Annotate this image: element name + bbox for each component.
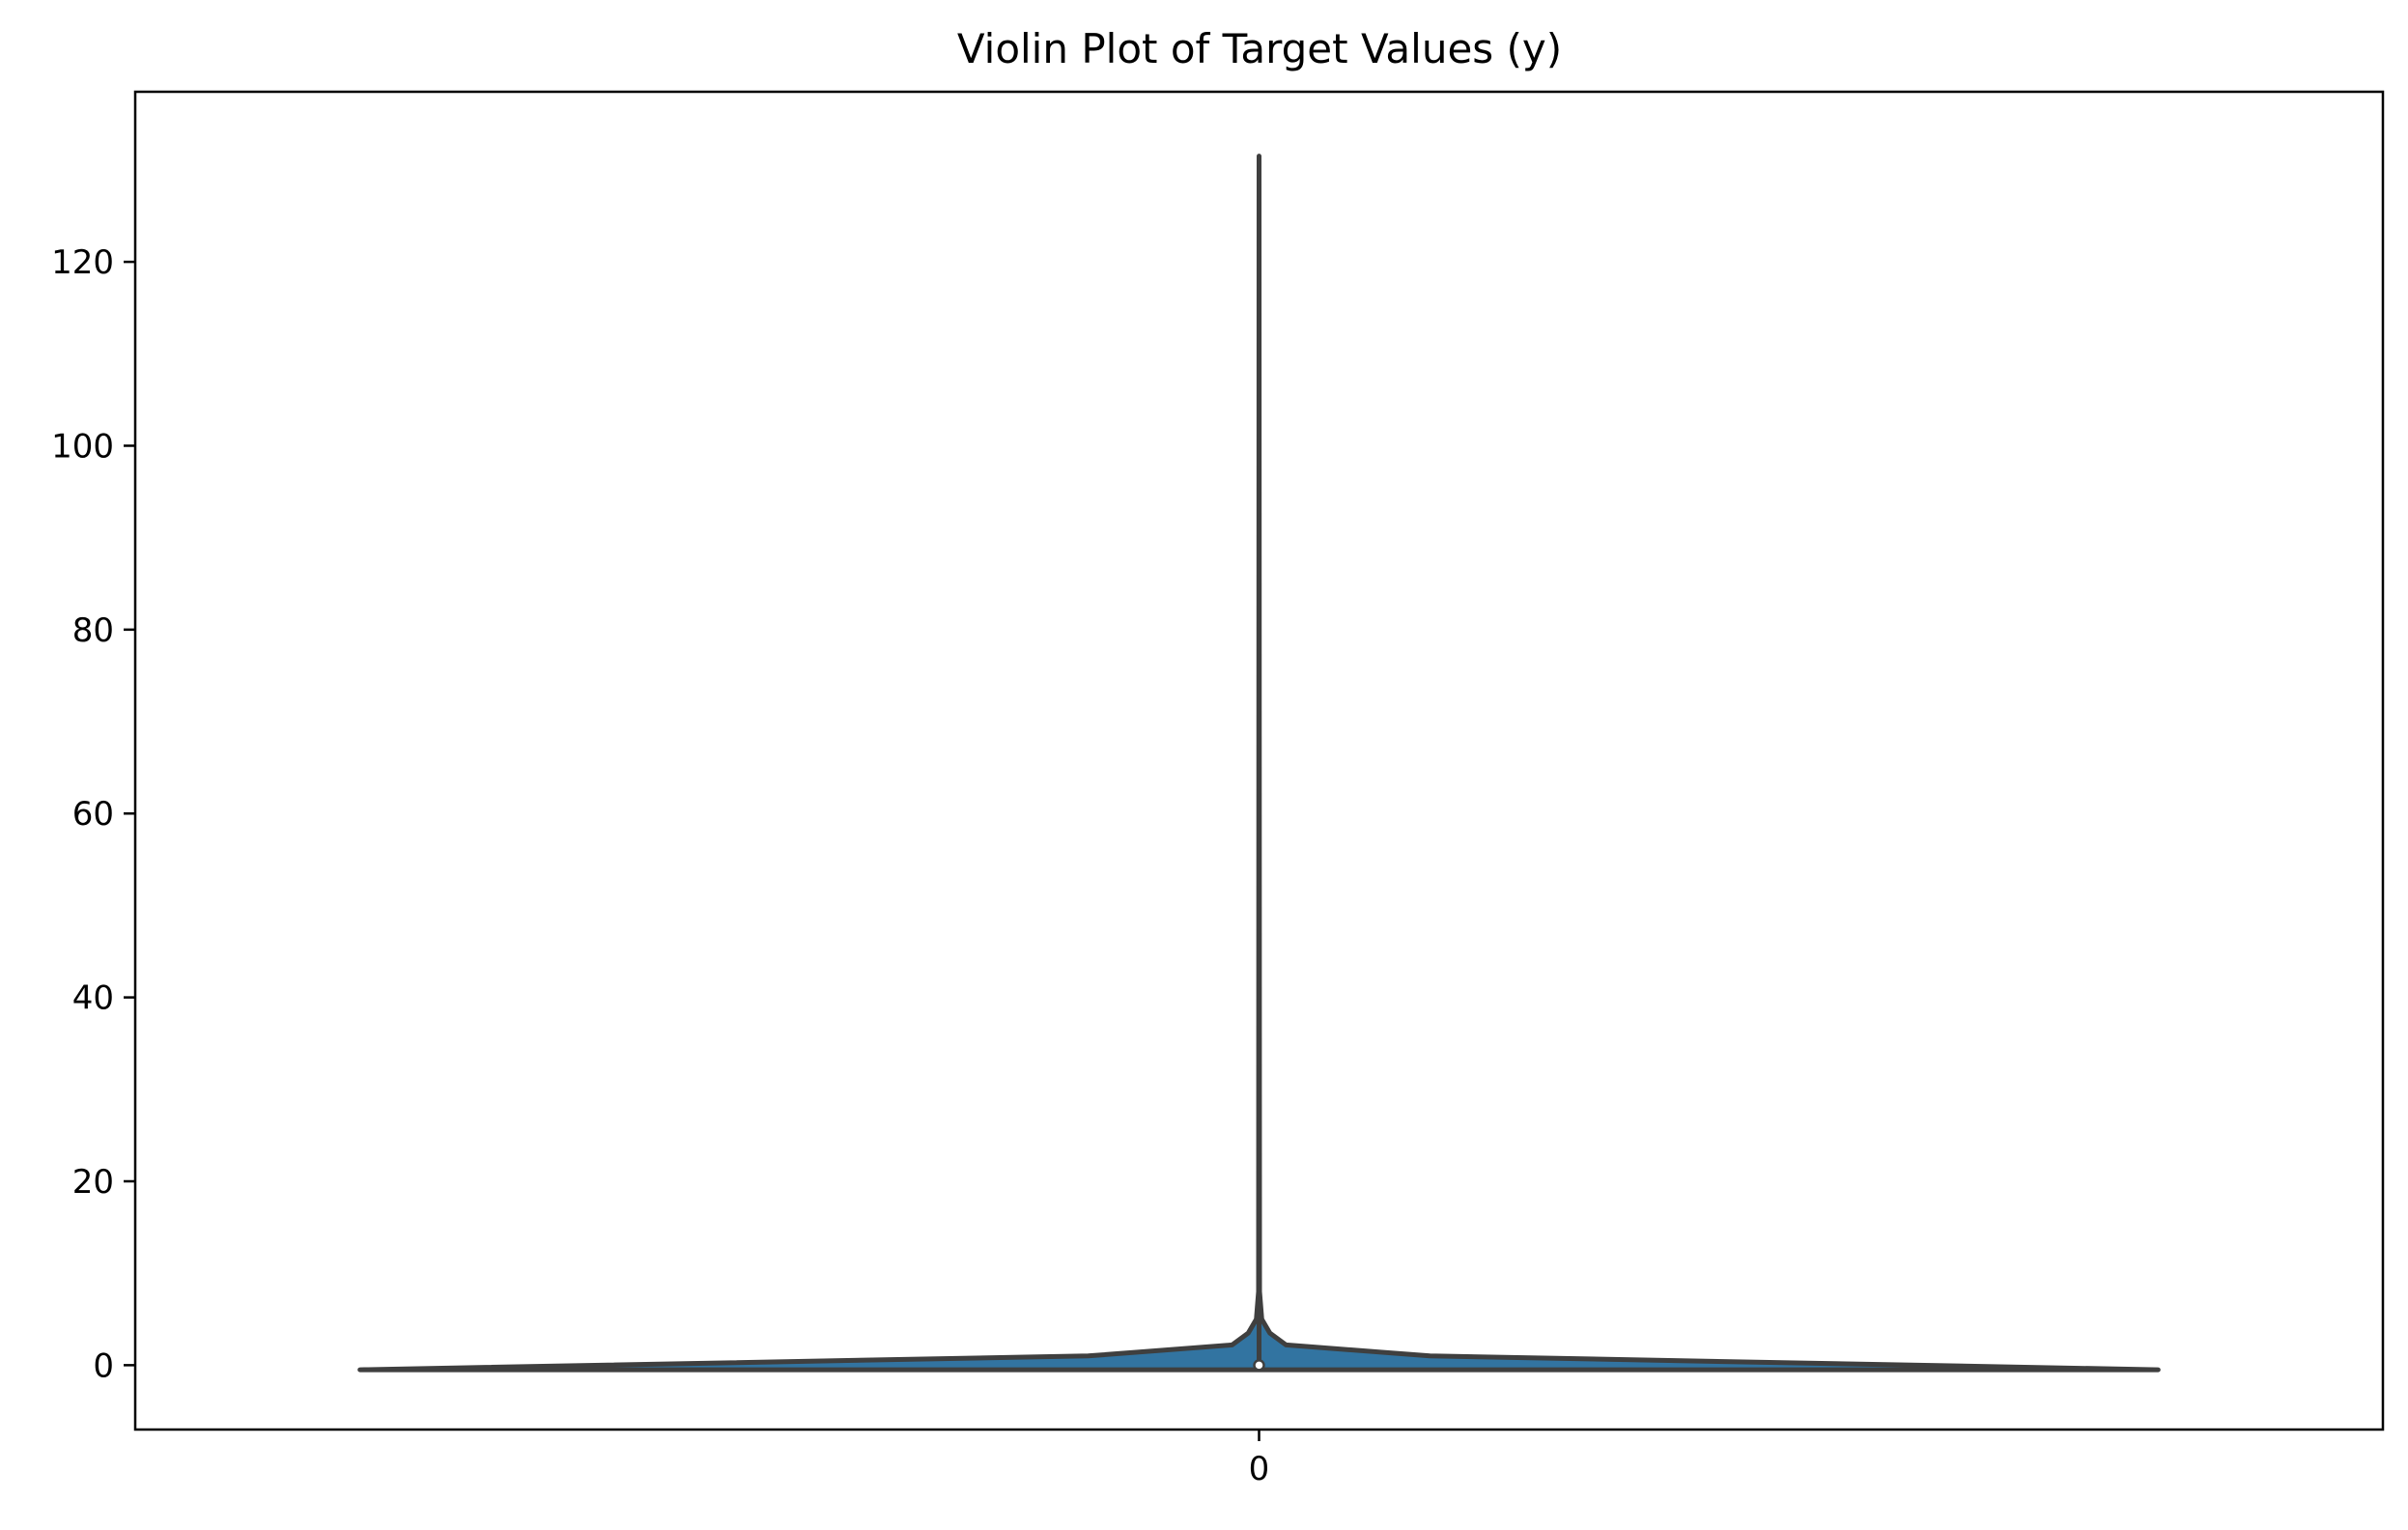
chart-title: Violin Plot of Target Values (y)	[957, 25, 1562, 72]
y-axis: 0 20 40 60 80 100 120	[51, 243, 135, 1385]
violin-median-point	[1253, 1359, 1265, 1372]
y-tick-label: 20	[72, 1163, 114, 1202]
y-tick-label: 120	[51, 243, 114, 282]
violin-layer	[357, 154, 2161, 1373]
y-tick-label: 0	[93, 1346, 114, 1385]
plot-frame	[133, 90, 2385, 1431]
y-tick-label: 60	[72, 795, 114, 834]
y-tick-label: 40	[72, 979, 114, 1018]
x-axis: 0	[1249, 1430, 1270, 1488]
x-tick-label: 0	[1249, 1450, 1270, 1488]
y-tick-label: 80	[72, 611, 114, 650]
y-tick-label: 100	[51, 427, 114, 466]
